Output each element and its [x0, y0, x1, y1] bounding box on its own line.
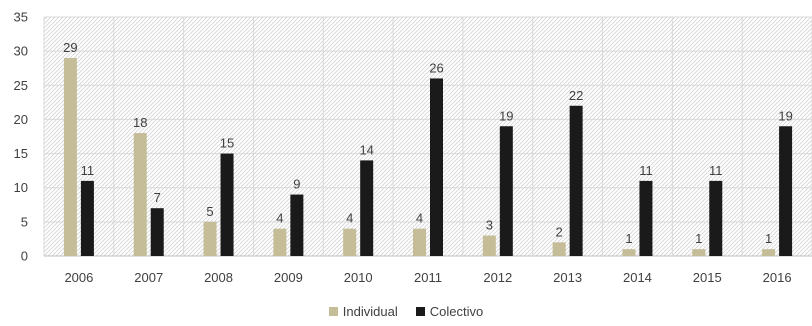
data-label-individual: 4 — [346, 211, 353, 226]
data-label-colectivo: 19 — [778, 108, 792, 123]
data-label-colectivo: 11 — [639, 163, 653, 178]
bar-individual — [413, 228, 426, 256]
data-label-colectivo: 11 — [81, 163, 95, 178]
y-tick-label: 0 — [21, 249, 28, 264]
bar-colectivo — [779, 126, 793, 256]
x-tick-label: 2012 — [483, 270, 512, 285]
data-label-colectivo: 26 — [429, 60, 443, 75]
legend-swatch — [328, 307, 338, 316]
x-tick-label: 2015 — [693, 270, 722, 285]
y-tick-label: 5 — [21, 214, 28, 229]
data-label-colectivo: 7 — [154, 190, 161, 205]
bar-individual — [482, 235, 496, 256]
data-label-individual: 4 — [416, 211, 423, 226]
legend-label: Individual — [342, 304, 398, 319]
x-tick-label: 2006 — [64, 270, 93, 285]
x-tick-label: 2016 — [763, 270, 792, 285]
y-axis: 0 5 10 15 20 25 30 35 — [14, 10, 28, 264]
bar-colectivo — [709, 180, 723, 256]
data-label-individual: 3 — [486, 218, 493, 233]
x-tick-label: 2008 — [204, 270, 233, 285]
data-label-individual: 4 — [276, 211, 283, 226]
y-tick-label: 25 — [14, 78, 28, 93]
data-label-colectivo: 15 — [220, 136, 234, 151]
bar-individual — [63, 57, 77, 256]
y-tick-label: 10 — [14, 180, 28, 195]
bar-individual — [762, 249, 776, 256]
bar-colectivo — [360, 160, 374, 256]
x-tick-label: 2014 — [623, 270, 652, 285]
y-tick-label: 30 — [14, 44, 28, 59]
y-tick-label: 15 — [14, 146, 28, 161]
bar-colectivo — [80, 180, 94, 256]
gridlines — [43, 16, 812, 257]
bar-individual — [692, 249, 706, 256]
bar-colectivo — [430, 78, 443, 256]
data-label-colectivo: 22 — [569, 88, 583, 103]
data-label-colectivo: 11 — [709, 163, 723, 178]
legend: Individual Colectivo — [0, 304, 812, 319]
data-label-individual: 29 — [63, 40, 77, 55]
data-label-colectivo: 19 — [499, 108, 513, 123]
data-label-colectivo: 9 — [293, 177, 300, 192]
data-label-individual: 1 — [765, 231, 772, 246]
y-tick-label: 20 — [14, 112, 28, 127]
bar-individual — [203, 221, 217, 256]
bar-colectivo — [220, 153, 234, 256]
bar-individual — [343, 228, 357, 256]
data-label-individual: 1 — [695, 231, 702, 246]
bar-colectivo — [639, 180, 653, 256]
x-axis: 2006 2007 2008 2009 2010 2011 2012 2013 2014 2015… — [64, 270, 791, 285]
bar-individual — [133, 133, 147, 256]
bar-colectivo — [569, 105, 583, 257]
bar-individual — [273, 228, 287, 256]
bar-colectivo — [499, 126, 513, 256]
bars — [63, 57, 793, 257]
data-label-individual: 2 — [556, 224, 563, 239]
legend-item-colectivo: Colectivo — [415, 304, 484, 319]
x-tick-label: 2010 — [344, 270, 373, 285]
y-tick-label: 35 — [14, 10, 28, 25]
plot-area-background — [44, 17, 812, 256]
x-tick-label: 2009 — [274, 270, 303, 285]
legend-swatch — [415, 307, 425, 316]
bar-colectivo — [150, 208, 164, 256]
data-label-colectivo: 14 — [359, 142, 373, 157]
bar-individual — [622, 249, 636, 256]
x-tick-label: 2007 — [134, 270, 163, 285]
legend-label: Colectivo — [429, 304, 484, 319]
data-label-individual: 18 — [133, 115, 147, 130]
bar-colectivo — [290, 194, 304, 256]
data-label-individual: 5 — [206, 204, 213, 219]
x-tick-label: 2013 — [553, 270, 582, 285]
data-label-individual: 1 — [625, 231, 632, 246]
x-tick-label: 2011 — [414, 270, 442, 285]
legend-item-individual: Individual — [328, 304, 398, 319]
bar-individual — [552, 242, 566, 256]
